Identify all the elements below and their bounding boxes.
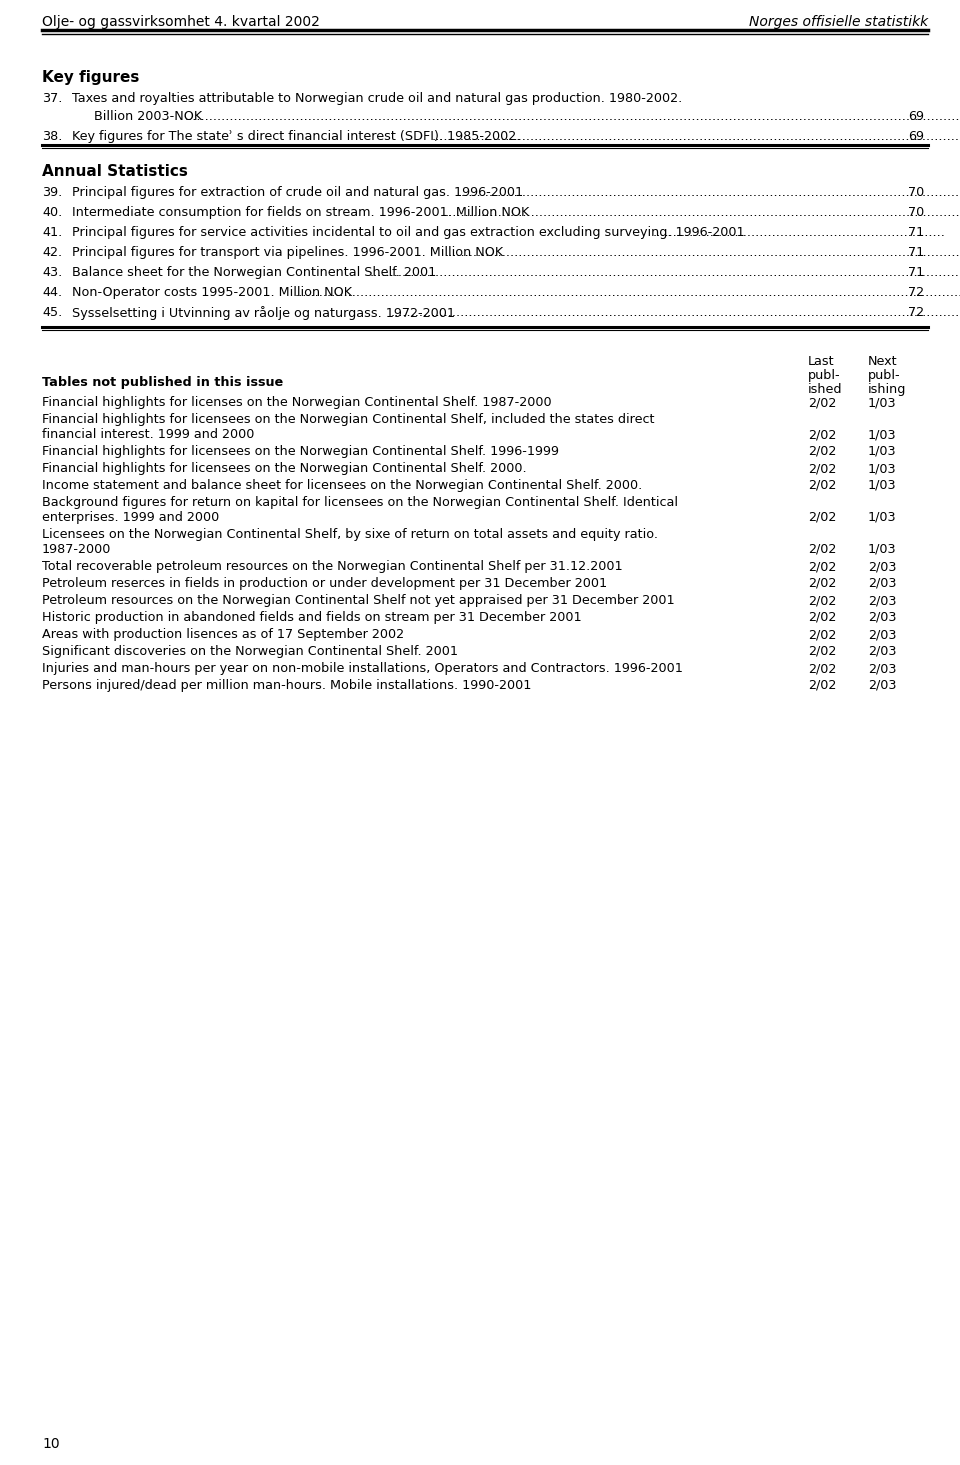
Text: Financial highlights for licenses on the Norwegian Continental Shelf. 1987-2000: Financial highlights for licenses on the…: [42, 396, 552, 409]
Text: .......................................................................: ........................................…: [653, 226, 946, 239]
Text: Sysselsetting i Utvinning av råolje og naturgass. 1972-2001: Sysselsetting i Utvinning av råolje og n…: [72, 306, 455, 319]
Text: 2/03: 2/03: [868, 662, 897, 675]
Text: ................................................................................: ........................................…: [444, 246, 960, 259]
Text: Norges offisielle statistikk: Norges offisielle statistikk: [749, 15, 928, 29]
Text: Licensees on the Norwegian Continental Shelf, by sixe of return on total assets : Licensees on the Norwegian Continental S…: [42, 527, 658, 541]
Text: Annual Statistics: Annual Statistics: [42, 164, 188, 179]
Text: 71: 71: [908, 226, 924, 239]
Text: Petroleum resources on the Norwegian Continental Shelf not yet appraised per 31 : Petroleum resources on the Norwegian Con…: [42, 593, 675, 607]
Text: 1/03: 1/03: [868, 396, 897, 409]
Text: Financial highlights for licensees on the Norwegian Continental Shelf. 2000.: Financial highlights for licensees on th…: [42, 461, 527, 475]
Text: 1/03: 1/03: [868, 479, 897, 492]
Text: ................................................................................: ........................................…: [185, 110, 960, 123]
Text: Key figures for The stateʾ s direct financial interest (SDFI). 1985-2002.: Key figures for The stateʾ s direct fina…: [72, 130, 520, 144]
Text: 72: 72: [908, 286, 924, 299]
Text: 71: 71: [908, 246, 924, 259]
Text: 2/02: 2/02: [808, 645, 836, 658]
Text: 2/02: 2/02: [808, 628, 836, 642]
Text: publ-: publ-: [868, 369, 900, 382]
Text: 1/03: 1/03: [868, 544, 897, 557]
Text: ishing: ishing: [868, 382, 906, 396]
Text: Historic production in abandoned fields and fields on stream per 31 December 200: Historic production in abandoned fields …: [42, 611, 582, 624]
Text: 2/02: 2/02: [808, 662, 836, 675]
Text: Petroleum reserces in fields in production or under development per 31 December : Petroleum reserces in fields in producti…: [42, 577, 607, 590]
Text: 1987-2000: 1987-2000: [42, 544, 111, 557]
Text: enterprises. 1999 and 2000: enterprises. 1999 and 2000: [42, 511, 219, 524]
Text: Background figures for return on kapital for licensees on the Norwegian Continen: Background figures for return on kapital…: [42, 497, 678, 508]
Text: Key figures: Key figures: [42, 70, 139, 85]
Text: 2/02: 2/02: [808, 611, 836, 624]
Text: ................................................................................: ........................................…: [444, 207, 960, 218]
Text: Billion 2003-NOK: Billion 2003-NOK: [94, 110, 203, 123]
Text: Non-Operator costs 1995-2001. Million NOK: Non-Operator costs 1995-2001. Million NO…: [72, 286, 352, 299]
Text: 2/03: 2/03: [868, 560, 897, 573]
Text: 2/02: 2/02: [808, 428, 836, 441]
Text: 45.: 45.: [42, 306, 62, 319]
Text: 70: 70: [908, 207, 924, 218]
Text: 70: 70: [908, 186, 924, 199]
Text: 39.: 39.: [42, 186, 62, 199]
Text: 41.: 41.: [42, 226, 62, 239]
Text: 71: 71: [908, 267, 924, 278]
Text: 2/02: 2/02: [808, 511, 836, 524]
Text: 2/03: 2/03: [868, 628, 897, 642]
Text: Balance sheet for the Norwegian Continental Shelf. 2001: Balance sheet for the Norwegian Continen…: [72, 267, 436, 278]
Text: Financial highlights for licensees on the Norwegian Continental Shelf, included : Financial highlights for licensees on th…: [42, 413, 655, 426]
Text: Intermediate consumption for fields on stream. 1996-2001. Million NOK: Intermediate consumption for fields on s…: [72, 207, 529, 218]
Text: 2/02: 2/02: [808, 593, 836, 607]
Text: Significant discoveries on the Norwegian Continental Shelf. 2001: Significant discoveries on the Norwegian…: [42, 645, 458, 658]
Text: 2/02: 2/02: [808, 479, 836, 492]
Text: 2/03: 2/03: [868, 611, 897, 624]
Text: 2/02: 2/02: [808, 577, 836, 590]
Text: 72: 72: [908, 306, 924, 319]
Text: 2/02: 2/02: [808, 678, 836, 691]
Text: Principal figures for extraction of crude oil and natural gas. 1996-2001: Principal figures for extraction of crud…: [72, 186, 523, 199]
Text: 1/03: 1/03: [868, 445, 897, 459]
Text: Last: Last: [808, 355, 834, 368]
Text: Income statement and balance sheet for licensees on the Norwegian Continental Sh: Income statement and balance sheet for l…: [42, 479, 642, 492]
Text: 10: 10: [42, 1437, 60, 1450]
Text: 2/02: 2/02: [808, 396, 836, 409]
Text: Tables not published in this issue: Tables not published in this issue: [42, 377, 283, 390]
Text: 1/03: 1/03: [868, 428, 897, 441]
Text: 69: 69: [908, 130, 924, 144]
Text: 1/03: 1/03: [868, 511, 897, 524]
Text: Total recoverable petroleum resources on the Norwegian Continental Shelf per 31.: Total recoverable petroleum resources on…: [42, 560, 623, 573]
Text: 2/03: 2/03: [868, 645, 897, 658]
Text: 2/02: 2/02: [808, 461, 836, 475]
Text: ................................................................................: ........................................…: [295, 286, 960, 299]
Text: Principal figures for transport via pipelines. 1996-2001. Million NOK: Principal figures for transport via pipe…: [72, 246, 503, 259]
Text: financial interest. 1999 and 2000: financial interest. 1999 and 2000: [42, 428, 254, 441]
Text: Next: Next: [868, 355, 898, 368]
Text: 2/02: 2/02: [808, 560, 836, 573]
Text: ................................................................................: ........................................…: [391, 306, 960, 319]
Text: ................................................................................: ........................................…: [432, 130, 960, 144]
Text: publ-: publ-: [808, 369, 841, 382]
Text: 44.: 44.: [42, 286, 62, 299]
Text: 2/03: 2/03: [868, 577, 897, 590]
Text: 37.: 37.: [42, 92, 62, 105]
Text: Olje- og gassvirksomhet 4. kvartal 2002: Olje- og gassvirksomhet 4. kvartal 2002: [42, 15, 320, 29]
Text: Taxes and royalties attributable to Norwegian crude oil and natural gas producti: Taxes and royalties attributable to Norw…: [72, 92, 683, 105]
Text: 2/02: 2/02: [808, 544, 836, 557]
Text: ................................................................................: ........................................…: [370, 267, 960, 278]
Text: 2/03: 2/03: [868, 593, 897, 607]
Text: Areas with production lisences as of 17 September 2002: Areas with production lisences as of 17 …: [42, 628, 404, 642]
Text: Injuries and man-hours per year on non-mobile installations, Operators and Contr: Injuries and man-hours per year on non-m…: [42, 662, 683, 675]
Text: Persons injured/dead per million man-hours. Mobile installations. 1990-2001: Persons injured/dead per million man-hou…: [42, 678, 532, 691]
Text: Financial highlights for licensees on the Norwegian Continental Shelf. 1996-1999: Financial highlights for licensees on th…: [42, 445, 559, 459]
Text: 38.: 38.: [42, 130, 62, 144]
Text: 69: 69: [908, 110, 924, 123]
Text: 1/03: 1/03: [868, 461, 897, 475]
Text: 42.: 42.: [42, 246, 62, 259]
Text: Principal figures for service activities incidental to oil and gas extraction ex: Principal figures for service activities…: [72, 226, 745, 239]
Text: 40.: 40.: [42, 207, 62, 218]
Text: 43.: 43.: [42, 267, 62, 278]
Text: ished: ished: [808, 382, 843, 396]
Text: ................................................................................: ........................................…: [460, 186, 960, 199]
Text: 2/02: 2/02: [808, 445, 836, 459]
Text: 2/03: 2/03: [868, 678, 897, 691]
